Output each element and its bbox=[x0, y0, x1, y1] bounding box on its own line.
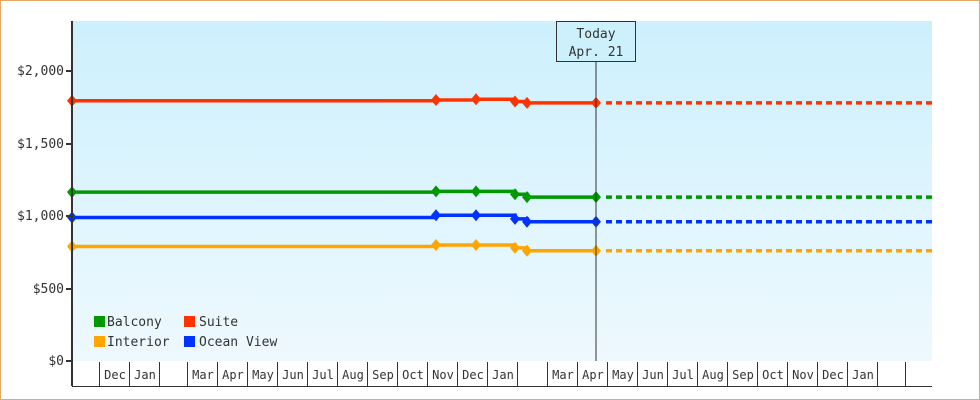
x-month-label: Oct bbox=[762, 368, 784, 382]
legend-label-ocean-view: Ocean View bbox=[199, 335, 277, 350]
legend-swatch-ocean-view bbox=[184, 336, 195, 347]
data-point-marker[interactable] bbox=[510, 95, 520, 108]
data-point-marker[interactable] bbox=[522, 191, 532, 204]
y-axis: $0 $500 $1,000 $1,500 $2,000 bbox=[17, 21, 73, 386]
x-month-label: Apr bbox=[222, 368, 244, 382]
x-month-label: Jul bbox=[672, 368, 694, 382]
data-point-marker[interactable] bbox=[510, 212, 520, 225]
x-month-label: May bbox=[612, 368, 634, 382]
x-month-label: Jan bbox=[134, 368, 156, 382]
x-month-label: Jul bbox=[312, 368, 334, 382]
series-interior bbox=[67, 239, 932, 257]
data-point-marker[interactable] bbox=[431, 209, 441, 222]
today-label: Today bbox=[576, 27, 615, 42]
x-month-label: Sep bbox=[732, 368, 754, 382]
legend-swatch-balcony bbox=[94, 316, 105, 327]
x-month-label: Dec bbox=[822, 368, 844, 382]
x-month-label: Dec bbox=[462, 368, 484, 382]
x-month-label: May bbox=[252, 368, 274, 382]
legend: Balcony Suite Interior Ocean View bbox=[94, 315, 277, 350]
x-month-label: Nov bbox=[792, 368, 814, 382]
x-month-label: Nov bbox=[432, 368, 454, 382]
data-point-marker[interactable] bbox=[431, 94, 441, 106]
legend-label-suite: Suite bbox=[199, 315, 238, 330]
series-balcony bbox=[67, 185, 932, 204]
data-point-marker[interactable] bbox=[510, 188, 520, 201]
x-month-label: Dec bbox=[104, 368, 126, 382]
series-layer bbox=[67, 93, 932, 257]
x-month-label: Jan bbox=[852, 368, 874, 382]
x-axis: Dec Jan Mar Apr May Jun Jul Aug Sep Oct Nov Dec Jan M… bbox=[72, 362, 932, 387]
y-tick-label: $500 bbox=[33, 282, 64, 297]
data-point-marker[interactable] bbox=[522, 244, 532, 257]
data-point-marker[interactable] bbox=[510, 241, 520, 254]
data-point-marker[interactable] bbox=[471, 209, 481, 222]
data-point-marker[interactable] bbox=[522, 96, 532, 109]
x-month-label: Jan bbox=[492, 368, 514, 382]
x-month-label: Oct bbox=[402, 368, 424, 382]
series-ocean-view bbox=[67, 209, 932, 228]
legend-label-interior: Interior bbox=[107, 335, 170, 350]
y-tick-label: $1,500 bbox=[17, 137, 64, 152]
y-tick-label: $2,000 bbox=[17, 64, 64, 79]
legend-label-balcony: Balcony bbox=[107, 315, 162, 330]
data-point-marker[interactable] bbox=[431, 185, 441, 198]
data-point-marker[interactable] bbox=[471, 239, 481, 251]
x-month-label: Mar bbox=[552, 368, 574, 382]
legend-swatch-interior bbox=[94, 336, 105, 347]
today-date: Apr. 21 bbox=[569, 45, 624, 60]
y-tick-label: $0 bbox=[48, 354, 64, 369]
x-month-label: Sep bbox=[372, 368, 394, 382]
y-tick-label: $1,000 bbox=[17, 209, 64, 224]
data-point-marker[interactable] bbox=[431, 239, 441, 251]
data-point-marker[interactable] bbox=[522, 215, 532, 228]
x-month-label: Aug bbox=[342, 368, 364, 382]
data-point-marker[interactable] bbox=[471, 185, 481, 198]
today-marker: Today Apr. 21 bbox=[556, 21, 636, 361]
data-point-marker[interactable] bbox=[471, 93, 481, 106]
x-month-label: Jun bbox=[642, 368, 664, 382]
x-month-label: Jun bbox=[282, 368, 304, 382]
x-month-label: Mar bbox=[192, 368, 214, 382]
x-month-label: Apr bbox=[582, 368, 604, 382]
legend-swatch-suite bbox=[184, 316, 195, 327]
x-month-label: Aug bbox=[702, 368, 724, 382]
